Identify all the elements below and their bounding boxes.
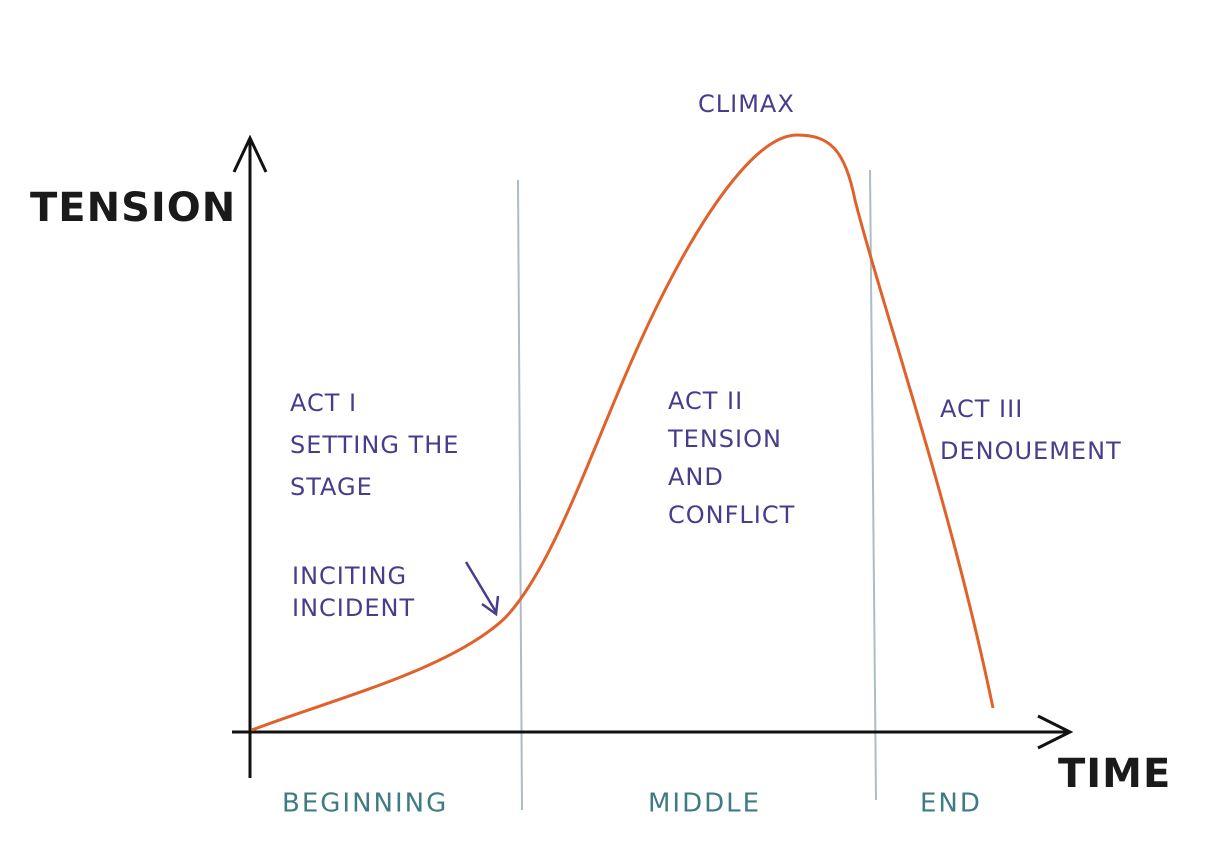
act-label: CONFLICT xyxy=(668,501,795,529)
act-label: TENSION xyxy=(667,425,782,453)
section-label: END xyxy=(920,789,982,819)
act-label: STAGE xyxy=(290,473,373,501)
act-label: DENOUEMENT xyxy=(940,437,1122,465)
x-axis xyxy=(232,714,1074,750)
y-axis-label: TENSION xyxy=(30,185,236,231)
inciting-label: INCIDENT xyxy=(292,594,415,622)
climax-label: CLIMAX xyxy=(698,90,795,118)
act-label: AND xyxy=(668,463,724,491)
tension-curve xyxy=(251,133,995,732)
act-label: ACT I xyxy=(290,389,357,417)
x-axis-label: TIME xyxy=(1058,751,1171,797)
inciting-arrow xyxy=(464,561,500,617)
divider xyxy=(517,179,523,811)
section-label: BEGINNING xyxy=(282,789,448,819)
divider xyxy=(869,169,877,801)
act-label: ACT II xyxy=(668,387,743,415)
inciting-label: INCITING xyxy=(292,562,407,590)
act-label: ACT III xyxy=(940,395,1023,423)
section-label: MIDDLE xyxy=(648,789,761,819)
y-axis xyxy=(232,134,268,778)
act-label: SETTING THE xyxy=(290,431,459,459)
